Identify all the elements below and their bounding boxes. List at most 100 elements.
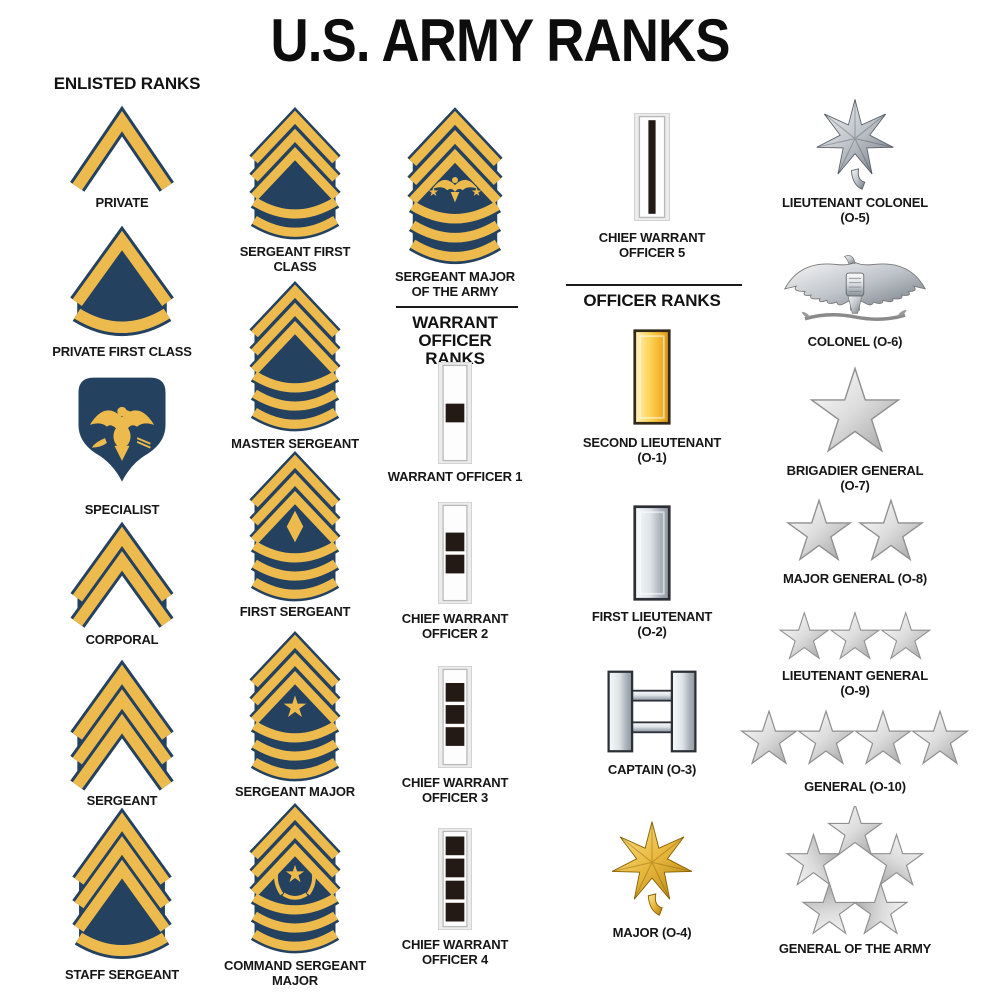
rank-label: GENERAL (O-10) xyxy=(804,779,906,794)
sergeant-first-class-chevron-icon xyxy=(249,106,341,240)
sergeant-major-chevron-icon xyxy=(249,630,341,782)
chief-warrant-officer-4-bar-icon xyxy=(438,828,472,930)
lieutenant-general-three-stars-icon xyxy=(779,612,931,659)
rank-first-lieutenant: FIRST LIEUTENANT (O-2) xyxy=(562,504,742,639)
rank-sergeant-first-class: SERGEANT FIRST CLASS xyxy=(220,104,370,274)
enlisted-ranks-header: ENLISTED RANKS xyxy=(53,74,201,93)
warrant-section-divider xyxy=(396,306,518,308)
major-general-two-stars-icon xyxy=(787,499,923,561)
rank-label: OFFICER 4 xyxy=(421,951,489,967)
rank-lieutenant-colonel: LIEUTENANT COLONEL (O-5) xyxy=(755,94,955,225)
rank-label: SERGEANT xyxy=(86,793,158,808)
rank-label: SECOND LIEUTENANT xyxy=(582,435,722,450)
rank-label: OF THE ARMY xyxy=(411,283,499,299)
rank-label: CHIEF WARRANT xyxy=(401,937,509,952)
rank-label: CLASS xyxy=(273,258,317,274)
rank-first-sergeant: FIRST SERGEANT xyxy=(220,448,370,620)
rank-label: SPECIALIST xyxy=(84,502,160,517)
rank-label: GENERAL OF THE ARMY xyxy=(778,941,932,956)
private-first-class-chevron-icon xyxy=(70,225,174,336)
rank-private: PRIVATE xyxy=(47,104,197,211)
rank-label: CORPORAL xyxy=(85,632,159,647)
rank-label: SERGEANT MAJOR xyxy=(235,784,355,799)
chief-warrant-officer-2-bar-icon xyxy=(438,502,472,604)
specialist-eagle-icon xyxy=(78,377,166,482)
rank-general-of-the-army: GENERAL OF THE ARMY xyxy=(755,806,955,957)
rank-label: (O-7) xyxy=(840,477,870,493)
rank-colonel: COLONEL (O-6) xyxy=(755,252,955,350)
master-sergeant-chevron-icon xyxy=(249,280,341,432)
rank-captain: CAPTAIN (O-3) xyxy=(562,668,742,778)
rank-label: (O-2) xyxy=(637,623,667,639)
rank-label: (O-5) xyxy=(840,209,870,225)
rank-label: OFFICER 3 xyxy=(421,789,489,805)
rank-label: MAJOR GENERAL (O-8) xyxy=(782,571,928,586)
private-chevron-icon xyxy=(70,105,174,192)
officer-section-divider xyxy=(566,284,742,286)
general-of-the-army-five-stars-icon xyxy=(785,806,925,936)
rank-corporal: CORPORAL xyxy=(47,520,197,648)
rank-label: FIRST LIEUTENANT xyxy=(591,609,713,624)
rank-chief-warrant-officer-5: CHIEF WARRANT OFFICER 5 xyxy=(562,113,742,260)
rank-label: MASTER SERGEANT xyxy=(231,436,359,451)
rank-label: BRIGADIER GENERAL xyxy=(786,463,924,478)
chief-warrant-officer-5-bar-icon xyxy=(634,113,670,221)
rank-chief-warrant-officer-4: CHIEF WARRANT OFFICER 4 xyxy=(380,828,530,967)
rank-label: FIRST SERGEANT xyxy=(239,604,351,619)
chief-warrant-officer-3-bar-icon xyxy=(438,666,472,768)
rank-label: CHIEF WARRANT xyxy=(401,775,509,790)
sergeant-chevron-icon xyxy=(70,659,174,791)
rank-label: SERGEANT FIRST xyxy=(239,244,351,259)
rank-label: (O-1) xyxy=(637,449,667,465)
rank-label: SERGEANT MAJOR xyxy=(395,269,515,284)
second-lieutenant-gold-bar-icon xyxy=(633,329,671,425)
rank-lieutenant-general: LIEUTENANT GENERAL (O-9) xyxy=(755,610,955,698)
general-four-stars-icon xyxy=(740,710,969,764)
rank-label: CHIEF WARRANT xyxy=(401,611,509,626)
command-sergeant-major-chevron-icon xyxy=(249,802,341,954)
rank-label: CAPTAIN (O-3) xyxy=(607,762,697,777)
rank-command-sergeant-major: COMMAND SERGEANT MAJOR xyxy=(220,800,370,988)
colonel-eagle-icon xyxy=(783,255,927,321)
rank-label: MAJOR (O-4) xyxy=(612,925,692,940)
page-title: U.S. ARMY RANKS xyxy=(270,7,730,74)
rank-label: LIEUTENANT COLONEL xyxy=(782,195,928,210)
rank-second-lieutenant: SECOND LIEUTENANT (O-1) xyxy=(562,328,742,465)
rank-sergeant-major-of-the-army: SERGEANT MAJOR OF THE ARMY xyxy=(380,104,530,299)
rank-major: MAJOR (O-4) xyxy=(562,816,742,941)
rank-sergeant: SERGEANT xyxy=(47,658,197,809)
rank-label: PRIVATE xyxy=(95,195,149,210)
warrant-officer-ranks-header: WARRANT OFFICER RANKS xyxy=(412,313,498,368)
rank-label: PRIVATE FIRST CLASS xyxy=(52,344,192,359)
rank-brigadier-general: BRIGADIER GENERAL (O-7) xyxy=(755,362,955,493)
rank-private-first-class: PRIVATE FIRST CLASS xyxy=(47,224,197,360)
staff-sergeant-chevron-icon xyxy=(72,807,172,959)
lieutenant-colonel-silver-oak-leaf-icon xyxy=(816,98,894,190)
rank-chief-warrant-officer-2: CHIEF WARRANT OFFICER 2 xyxy=(380,502,530,641)
rank-label: CHIEF WARRANT xyxy=(598,230,706,245)
rank-label: STAFF SERGEANT xyxy=(65,967,179,982)
rank-label: MAJOR xyxy=(272,972,318,988)
major-gold-oak-leaf-icon xyxy=(611,821,693,916)
rank-specialist: SPECIALIST xyxy=(47,370,197,518)
rank-label: LIEUTENANT GENERAL xyxy=(782,668,928,683)
rank-chief-warrant-officer-3: CHIEF WARRANT OFFICER 3 xyxy=(380,666,530,805)
first-sergeant-chevron-icon xyxy=(249,450,341,602)
rank-label: OFFICER 2 xyxy=(421,625,489,641)
corporal-chevron-icon xyxy=(70,521,174,628)
rank-staff-sergeant: STAFF SERGEANT xyxy=(47,806,197,983)
rank-major-general: MAJOR GENERAL (O-8) xyxy=(755,498,955,587)
rank-warrant-officer-1: WARRANT OFFICER 1 xyxy=(380,362,530,485)
rank-master-sergeant: MASTER SERGEANT xyxy=(220,278,370,452)
warrant-officer-1-bar-icon xyxy=(438,362,472,464)
rank-label: (O-9) xyxy=(840,682,870,698)
captain-double-bar-icon xyxy=(607,670,697,753)
rank-sergeant-major: SERGEANT MAJOR xyxy=(220,628,370,800)
brigadier-general-one-star-icon xyxy=(810,367,900,452)
rank-label: WARRANT OFFICER 1 xyxy=(387,469,523,484)
rank-label: COLONEL (O-6) xyxy=(807,334,903,349)
officer-ranks-header: OFFICER RANKS xyxy=(583,291,721,310)
sergeant-major-of-the-army-chevron-icon xyxy=(407,107,503,265)
rank-label: COMMAND SERGEANT xyxy=(224,958,366,973)
